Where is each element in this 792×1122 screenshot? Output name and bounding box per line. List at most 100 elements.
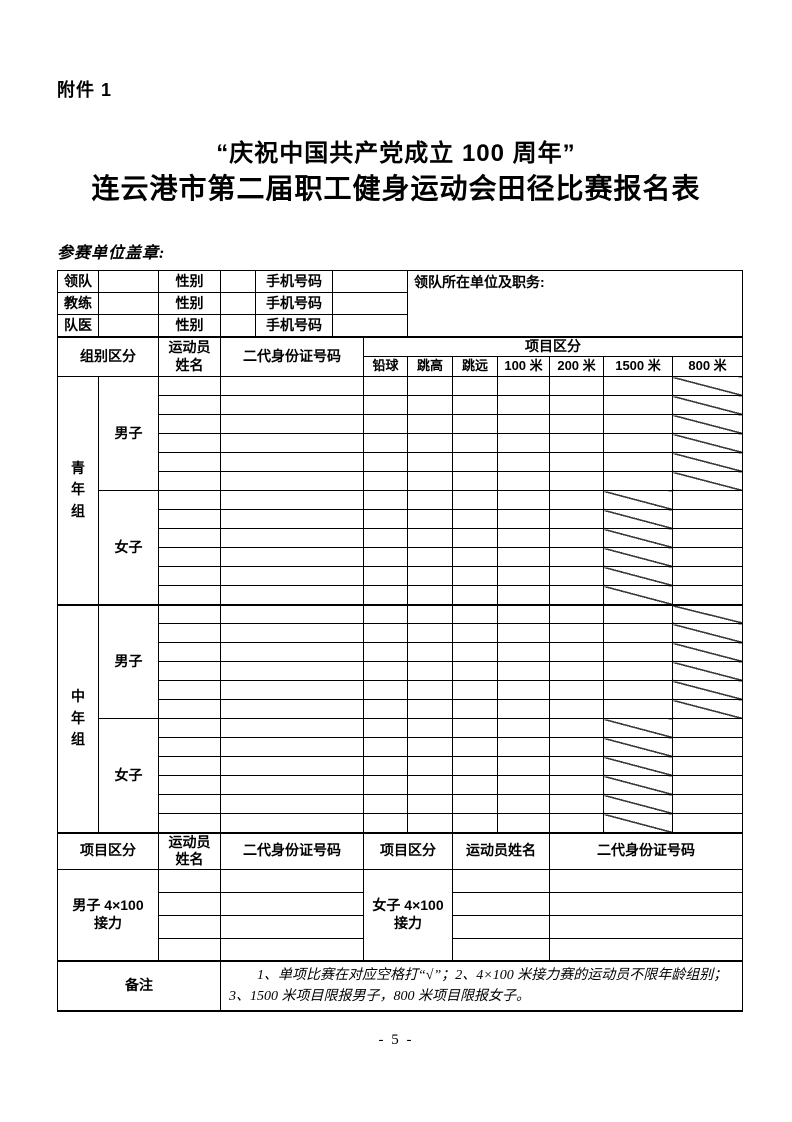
- event-mark-cell: [452, 376, 498, 396]
- event-mark-cell: [407, 737, 453, 757]
- crossed-event-cell: [603, 528, 673, 548]
- event-mark-cell: [549, 813, 604, 833]
- relay-name-column-header-left: 运动员 姓名: [158, 831, 221, 870]
- event-mark-cell: [407, 471, 453, 491]
- event-mark-cell: [452, 794, 498, 814]
- event-header-cell: 800 米: [671, 356, 744, 377]
- roster-row: [58, 452, 744, 472]
- event-mark-cell: [549, 699, 604, 719]
- group-label: 青年组: [57, 376, 99, 605]
- staff-row: 领队 性别 手机号码 领队所在单位及职务:: [57, 270, 744, 337]
- event-mark-cell: [363, 699, 408, 719]
- event-mark-cell: [671, 737, 744, 757]
- event-mark-cell: [363, 528, 408, 548]
- event-mark-cell: [407, 794, 453, 814]
- relay-id-cell: [548, 891, 744, 916]
- relay-event-column-header-left: 项目区分: [57, 831, 159, 870]
- relay-id-cell: [220, 937, 364, 962]
- event-mark-cell: [497, 680, 550, 700]
- event-mark-cell: [407, 414, 453, 434]
- athlete-name-cell: [158, 699, 221, 719]
- event-mark-cell: [452, 642, 498, 662]
- relay-name-column-header-right: 运动员姓名: [452, 831, 550, 870]
- relay-id-column-header-left: 二代身份证号码: [220, 831, 364, 870]
- group-label-text: 中年组: [71, 687, 85, 748]
- event-mark-cell: [407, 528, 453, 548]
- relay-id-cell: [220, 868, 364, 893]
- gender-value-cell: [220, 270, 256, 293]
- event-mark-cell: [407, 433, 453, 453]
- gender-value-cell: [220, 292, 256, 315]
- event-header-cell: 跳远: [452, 356, 498, 377]
- athlete-name-cell: [158, 718, 221, 738]
- event-mark-cell: [603, 680, 673, 700]
- event-mark-cell: [549, 737, 604, 757]
- crossed-event-cell: [671, 699, 744, 719]
- athlete-id-cell: [220, 623, 364, 643]
- event-header-cell: 1500 米: [603, 356, 673, 377]
- athlete-name-cell: [158, 414, 221, 434]
- event-header-cell: 100 米: [497, 356, 550, 377]
- event-mark-cell: [407, 718, 453, 738]
- event-mark-cell: [549, 585, 604, 605]
- staff-row: 教练 性别 手机号码: [57, 292, 743, 315]
- athlete-id-cell: [220, 775, 364, 795]
- event-mark-cell: [452, 775, 498, 795]
- athlete-name-cell: [158, 775, 221, 795]
- relay-name-cell: [158, 937, 221, 962]
- event-mark-cell: [549, 718, 604, 738]
- event-mark-cell: [452, 395, 498, 415]
- event-mark-cell: [497, 433, 550, 453]
- relay-header-section: 项目区分 运动员 姓名 二代身份证号码 项目区分 运动员姓名 二代身份证号码: [57, 831, 744, 870]
- relay-event-left: 男子 4×100 接力: [57, 868, 159, 962]
- athlete-name-cell: [158, 528, 221, 548]
- event-mark-cell: [452, 547, 498, 567]
- athlete-name-cell: [158, 623, 221, 643]
- event-mark-cell: [671, 490, 744, 510]
- event-mark-cell: [407, 547, 453, 567]
- roster-row: [58, 642, 744, 662]
- event-mark-cell: [452, 471, 498, 491]
- remarks-content-cell: 1、单项比赛在对应空格打“√”；2、4×100 米接力赛的运动员不限年龄组别；3…: [219, 960, 744, 1012]
- relay-id-cell: [220, 914, 364, 939]
- event-mark-cell: [497, 642, 550, 662]
- event-mark-cell: [497, 490, 550, 510]
- roster-row: [58, 661, 744, 681]
- event-mark-cell: [671, 509, 744, 529]
- group-label-text: 青年组: [71, 459, 85, 520]
- roster-row: [58, 547, 744, 567]
- staff-role-label: 教练: [57, 292, 99, 315]
- crossed-event-cell: [603, 718, 673, 738]
- event-mark-cell: [671, 528, 744, 548]
- event-mark-cell: [452, 718, 498, 738]
- relay-row: [58, 937, 744, 962]
- remarks-section: 备注 1、单项比赛在对应空格打“√”；2、4×100 米接力赛的运动员不限年龄组…: [57, 960, 744, 1012]
- event-header-cell: 跳高: [407, 356, 453, 377]
- event-mark-cell: [549, 471, 604, 491]
- event-mark-cell: [407, 509, 453, 529]
- event-mark-cell: [497, 737, 550, 757]
- gender-label: 性别: [158, 292, 221, 315]
- roster-row: [58, 813, 744, 833]
- event-mark-cell: [407, 642, 453, 662]
- roster-row: [58, 794, 744, 814]
- event-mark-cell: [603, 395, 673, 415]
- remarks-row: 备注 1、单项比赛在对应空格打“√”；2、4×100 米接力赛的运动员不限年龄组…: [57, 960, 744, 1012]
- relay-name-cell: [452, 914, 550, 939]
- athlete-id-cell: [220, 603, 364, 624]
- athlete-name-cell: [158, 794, 221, 814]
- event-mark-cell: [549, 452, 604, 472]
- athlete-name-cell: [158, 661, 221, 681]
- event-mark-cell: [363, 603, 408, 624]
- event-mark-cell: [363, 509, 408, 529]
- roster-row: 女子: [58, 490, 744, 605]
- event-mark-cell: [549, 775, 604, 795]
- event-mark-cell: [363, 490, 408, 510]
- roster-row: 女子: [58, 718, 744, 833]
- athlete-id-cell: [220, 794, 364, 814]
- gender-label: 性别: [158, 314, 221, 337]
- events-group-header: 项目区分: [362, 335, 744, 357]
- event-mark-cell: [549, 528, 604, 548]
- event-mark-cell: [497, 547, 550, 567]
- athlete-id-cell: [220, 547, 364, 567]
